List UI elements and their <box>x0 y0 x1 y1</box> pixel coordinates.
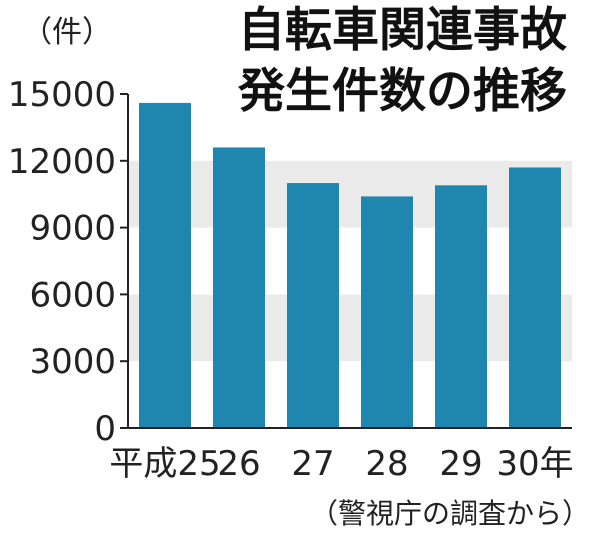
bar <box>435 185 487 428</box>
unit-label: （件） <box>22 15 112 50</box>
bar <box>509 167 561 429</box>
source-note: （警視庁の調査から） <box>310 497 590 530</box>
bar <box>213 147 265 428</box>
background-band <box>128 160 572 228</box>
chart-title-line-2: 発生件数の推移 <box>238 64 567 119</box>
x-tick-label: 平成25 <box>109 444 220 484</box>
bar <box>361 196 413 428</box>
y-tick-label: 15000 <box>8 75 116 115</box>
x-tick-label: 28 <box>365 444 408 484</box>
bar <box>139 102 191 428</box>
y-axis-ticks: 0 3000 6000 9000 12000 15000 <box>8 75 128 449</box>
y-tick-label: 9000 <box>29 209 116 249</box>
chart-title-line-1: 自転車関連事故 <box>238 3 567 58</box>
x-tick-label: 29 <box>439 444 482 484</box>
y-tick-label: 0 <box>94 409 116 449</box>
y-tick-label: 3000 <box>29 342 116 382</box>
background-band <box>128 294 572 362</box>
background-bands <box>128 160 572 362</box>
x-tick-label: 30年 <box>496 444 573 484</box>
y-tick-label: 6000 <box>29 275 116 315</box>
x-tick-label: 26 <box>217 444 260 484</box>
y-tick-label: 12000 <box>8 142 116 182</box>
bars <box>139 102 561 429</box>
x-tick-label: 27 <box>291 444 334 484</box>
bar <box>287 183 339 428</box>
